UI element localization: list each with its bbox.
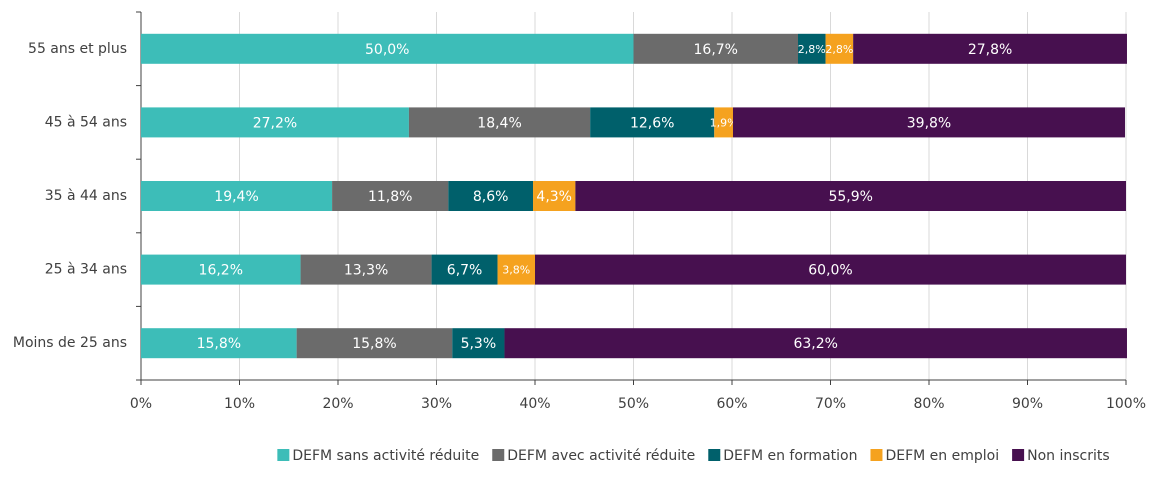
value-label: 3,8% <box>502 264 530 277</box>
legend-swatch <box>277 449 290 461</box>
bar-segment <box>431 254 498 285</box>
x-tick-label: 90% <box>1012 396 1043 412</box>
x-tick-label: 70% <box>815 396 846 412</box>
value-label: 15,8% <box>352 336 396 352</box>
legend-swatch <box>1012 449 1025 461</box>
bar-segment <box>332 181 449 211</box>
bar-segment <box>408 107 591 138</box>
x-tick-label: 40% <box>519 396 550 412</box>
legend-label: DEFM avec activité réduite <box>507 448 695 464</box>
bar-segment <box>797 33 826 64</box>
y-tick-label: 45 à 54 ans <box>45 114 127 130</box>
value-label: 55,9% <box>828 189 872 205</box>
bar-segment <box>296 328 453 359</box>
bar-segment <box>714 107 733 138</box>
bar-segment <box>141 33 634 64</box>
value-label: 63,2% <box>793 336 837 352</box>
bar-segment <box>141 107 409 138</box>
bar-segment <box>825 33 854 64</box>
value-label: 12,6% <box>630 115 674 131</box>
y-tick-label: Moins de 25 ans <box>13 335 127 351</box>
bar-segment <box>853 33 1127 64</box>
x-tick-label: 100% <box>1106 396 1146 412</box>
value-label: 2,8% <box>825 43 853 56</box>
bar-segment <box>141 181 333 211</box>
value-label: 16,2% <box>199 263 243 279</box>
y-tick-label: 55 ans et plus <box>28 41 127 57</box>
value-label: 18,4% <box>477 115 521 131</box>
bar-segment <box>141 254 301 285</box>
legend-swatch <box>870 449 883 461</box>
value-label: 50,0% <box>365 42 409 58</box>
value-label: 13,3% <box>344 263 388 279</box>
bar-segment <box>535 254 1126 285</box>
legend-swatch <box>708 449 721 461</box>
bar-segment <box>533 181 576 211</box>
legend-label: DEFM en formation <box>723 448 857 464</box>
x-tick-label: 80% <box>913 396 944 412</box>
value-label: 27,8% <box>968 42 1012 58</box>
value-label: 2,8% <box>798 43 826 56</box>
bar-segment <box>590 107 715 138</box>
value-label: 19,4% <box>214 189 258 205</box>
legend-label: DEFM sans activité réduite <box>292 448 479 464</box>
value-label: 8,6% <box>473 189 509 205</box>
value-label: 11,8% <box>368 189 412 205</box>
legend-label: DEFM en emploi <box>885 448 999 464</box>
legend-swatch <box>492 449 505 461</box>
value-label: 4,3% <box>536 189 572 205</box>
value-label: 39,8% <box>907 115 951 131</box>
bar-segment <box>575 181 1126 211</box>
x-tick-label: 0% <box>130 396 152 412</box>
bar-segment <box>732 107 1126 138</box>
value-label: 16,7% <box>694 42 738 58</box>
x-tick-label: 50% <box>618 396 649 412</box>
legend: DEFM sans activité réduite DEFM avec acti… <box>277 448 1110 464</box>
x-tick-label: 60% <box>716 396 747 412</box>
x-tick-label: 30% <box>421 396 452 412</box>
legend-label: Non inscrits <box>1027 448 1110 464</box>
value-label: 27,2% <box>253 115 297 131</box>
y-tick-label: 35 à 44 ans <box>45 188 127 204</box>
x-tick-label: 20% <box>322 396 353 412</box>
y-tick-label: 25 à 34 ans <box>45 262 127 278</box>
value-label: 6,7% <box>447 263 483 279</box>
bar-segment <box>497 254 535 285</box>
bar-segment <box>452 328 505 359</box>
x-tick-label: 10% <box>224 396 255 412</box>
bar-segment <box>141 328 297 359</box>
value-label: 5,3% <box>461 336 497 352</box>
value-label: 15,8% <box>197 336 241 352</box>
value-label: 60,0% <box>808 263 852 279</box>
value-label: 1,9% <box>710 116 738 129</box>
bar-segment <box>633 33 798 64</box>
bar-segment <box>504 328 1127 359</box>
bar-segment <box>300 254 432 285</box>
bar-segment <box>448 181 534 211</box>
